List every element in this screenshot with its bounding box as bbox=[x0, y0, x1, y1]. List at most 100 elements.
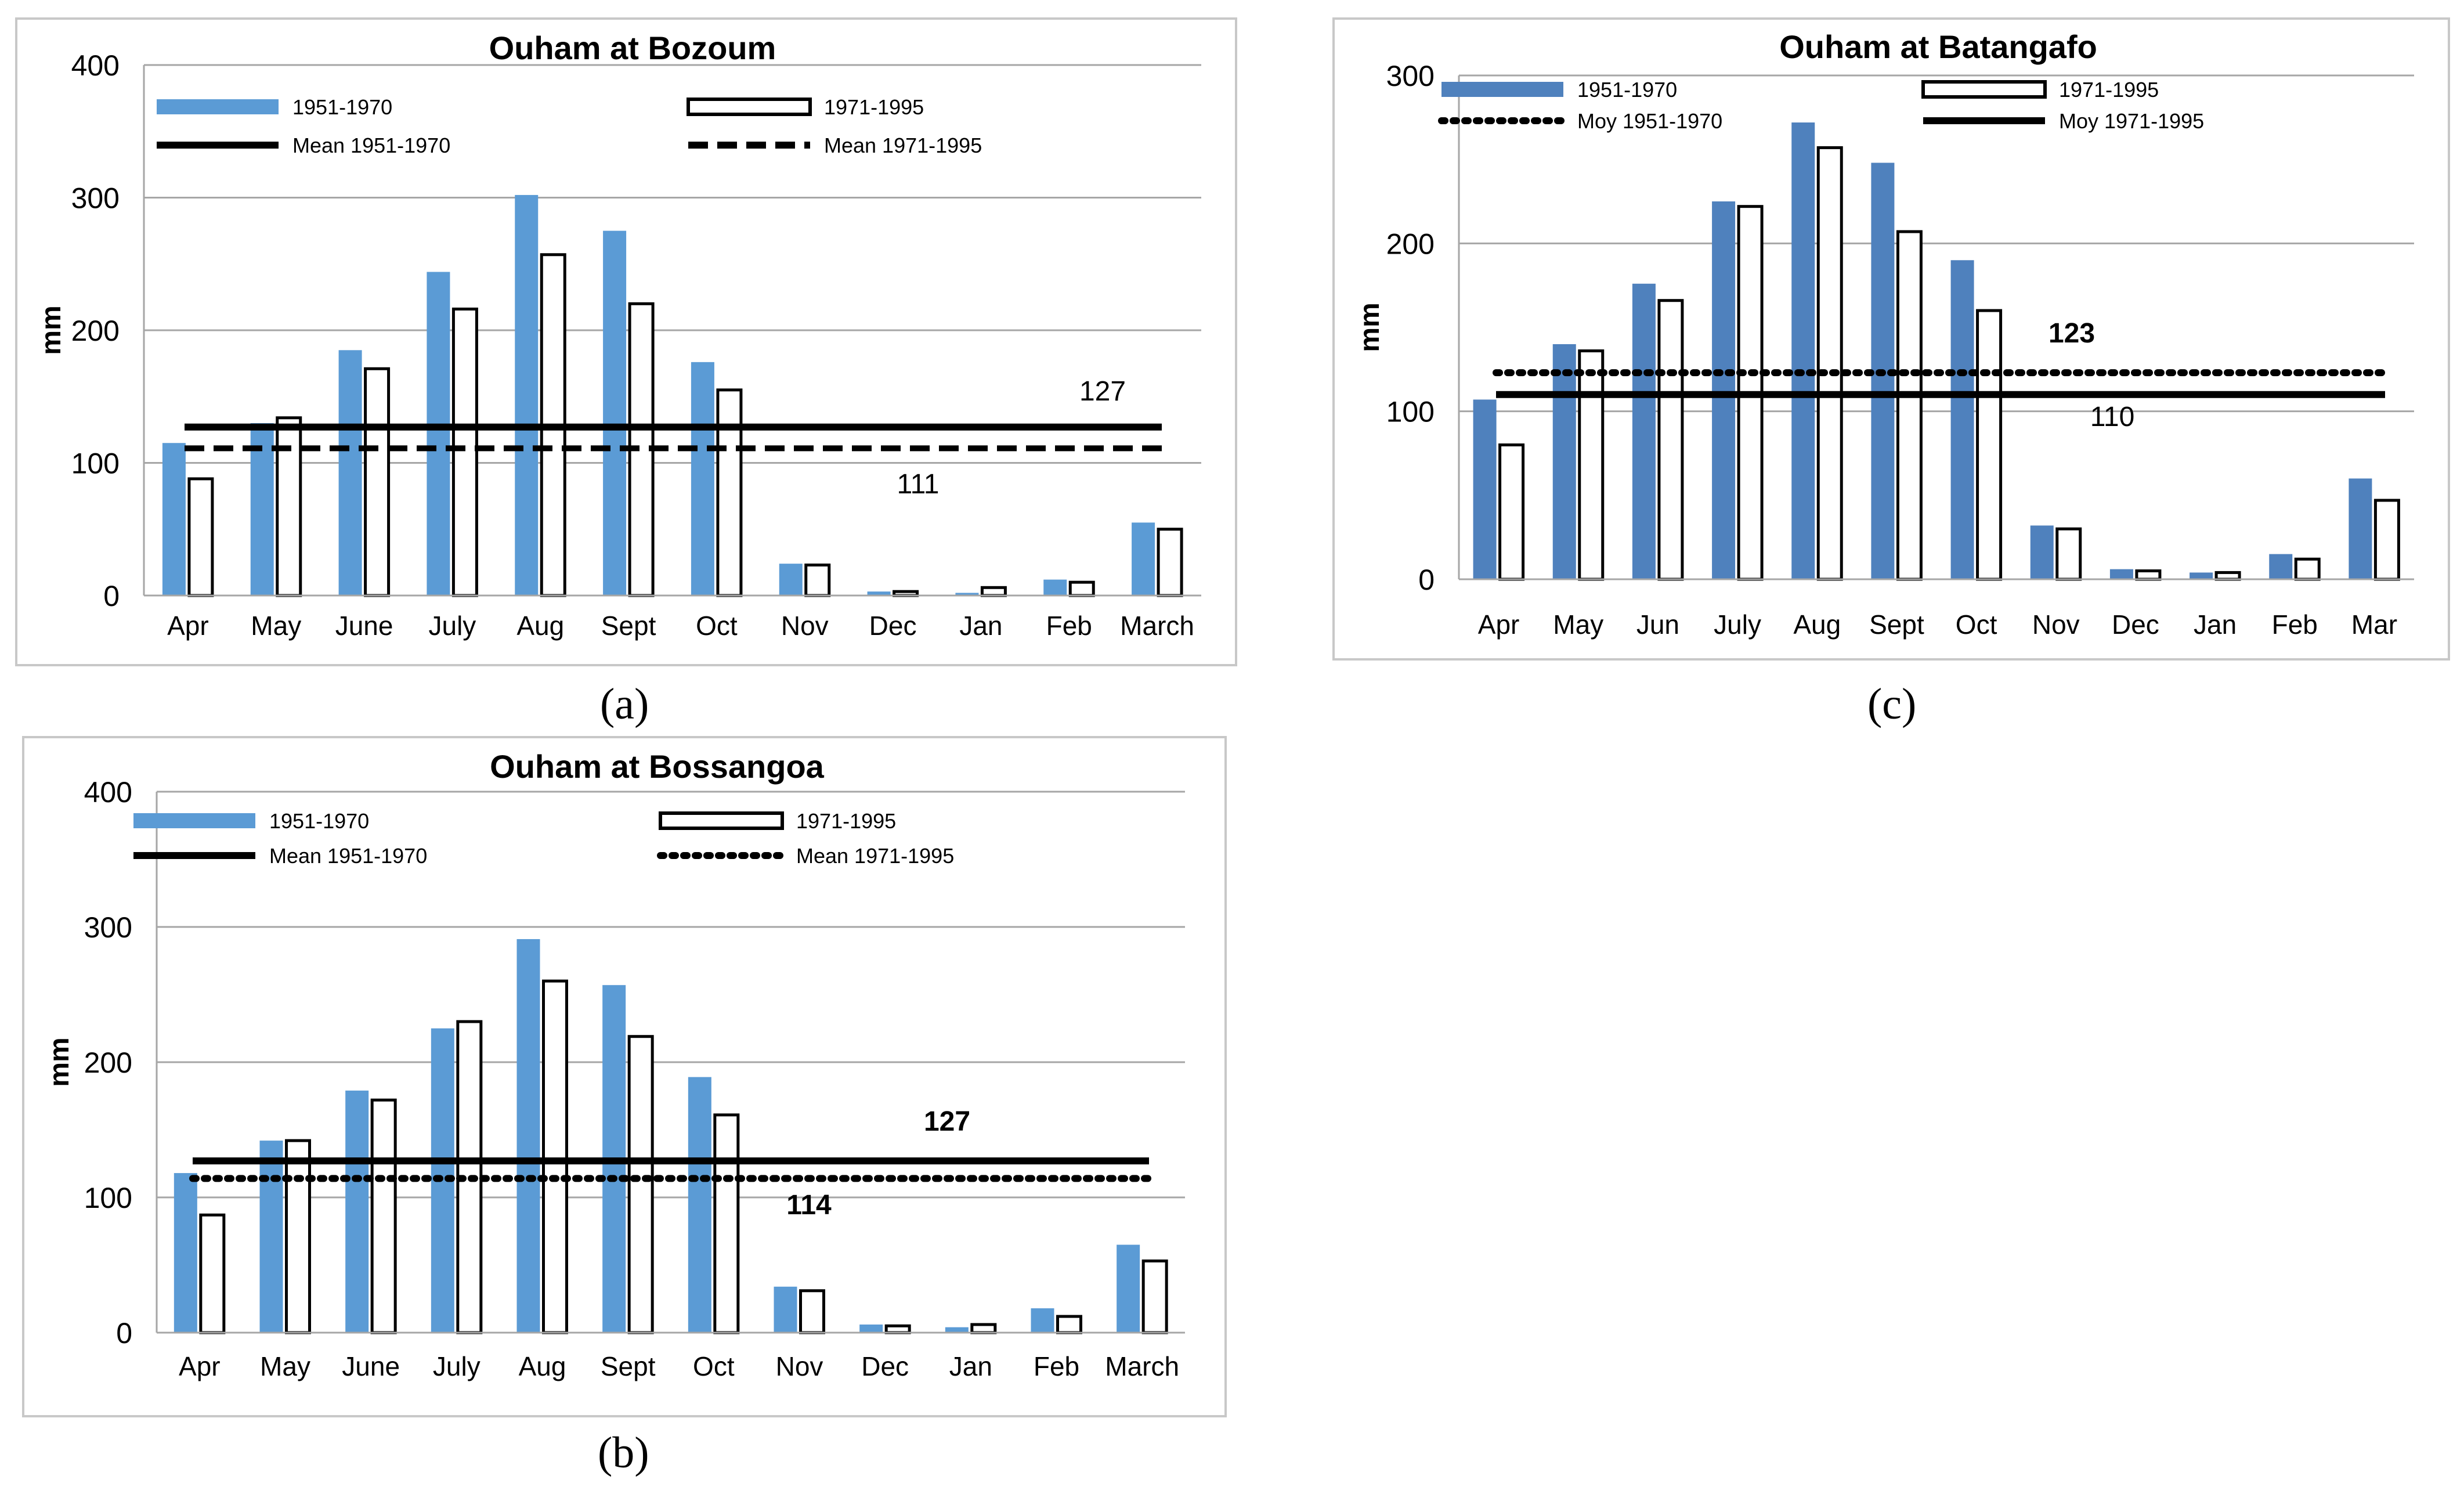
bar-1971-1995 bbox=[199, 1213, 226, 1334]
bar-1971-1995 bbox=[2214, 571, 2241, 581]
bar-1971-1995 bbox=[2135, 569, 2162, 581]
legend-label: Mean 1951-1970 bbox=[269, 844, 427, 868]
x-tick-label: June bbox=[342, 1351, 400, 1381]
x-tick-label: May bbox=[251, 611, 301, 641]
x-tick-label: Apr bbox=[179, 1351, 221, 1381]
x-tick-label: March bbox=[1120, 611, 1194, 641]
legend-label: Mean 1971-1995 bbox=[824, 133, 982, 157]
mean-value-label: 127 bbox=[1079, 376, 1126, 407]
mean-value-label: 114 bbox=[786, 1190, 832, 1221]
y-tick-label: 0 bbox=[103, 580, 120, 612]
mean-value-label: 110 bbox=[2090, 402, 2135, 432]
x-tick-label: Nov bbox=[776, 1351, 823, 1381]
mean-value-label: 111 bbox=[897, 469, 940, 500]
x-tick-label: May bbox=[260, 1351, 310, 1381]
bar-1951-1970 bbox=[867, 591, 891, 596]
bar-1971-1995 bbox=[1157, 528, 1183, 597]
x-tick-label: Oct bbox=[1956, 609, 1997, 640]
bar-1971-1995 bbox=[627, 1035, 654, 1334]
legend-label: 1951-1970 bbox=[292, 95, 392, 119]
x-tick-label: Aug bbox=[516, 611, 564, 641]
x-tick-label: Aug bbox=[1793, 609, 1841, 640]
bar-1971-1995 bbox=[364, 367, 391, 597]
bar-1951-1970 bbox=[2190, 572, 2213, 579]
chart-title: Ouham at Batangafo bbox=[1779, 28, 2097, 65]
bar-1951-1970 bbox=[2349, 478, 2372, 579]
x-tick-label: Sept bbox=[1869, 609, 1924, 640]
mean-value-label: 127 bbox=[924, 1106, 970, 1137]
x-tick-label: Sept bbox=[601, 1351, 656, 1381]
chart-panel-bozoum: 0 100 200 300 400 mm Ouham at Bozoum Apr May June… bbox=[15, 17, 1237, 666]
y-tick-label: 300 bbox=[84, 911, 132, 944]
y-tick-label: 400 bbox=[84, 776, 132, 809]
y-tick-label: 100 bbox=[1386, 396, 1435, 428]
bar-1951-1970 bbox=[1552, 344, 1576, 579]
legend-label: 1951-1970 bbox=[1577, 78, 1677, 102]
legend-swatch-1951-1970 bbox=[157, 99, 279, 114]
bar-1951-1970 bbox=[2109, 569, 2133, 579]
bar-1951-1970 bbox=[859, 1325, 883, 1333]
bar-1951-1970 bbox=[515, 194, 539, 596]
bar-1951-1970 bbox=[774, 1286, 797, 1333]
bar-1971-1995 bbox=[980, 586, 1007, 597]
legend-label: Mean 1971-1995 bbox=[796, 844, 954, 868]
bar-1971-1995 bbox=[370, 1098, 397, 1334]
x-tick-label: Nov bbox=[781, 611, 829, 641]
bar-1951-1970 bbox=[259, 1141, 283, 1333]
bar-1971-1995 bbox=[1498, 443, 1525, 581]
bar-1971-1995 bbox=[713, 1113, 740, 1334]
chart-title: Ouham at Bossangoa bbox=[490, 748, 825, 785]
bar-1971-1995 bbox=[1816, 146, 1843, 581]
legend-label: Mean 1951-1970 bbox=[292, 133, 450, 157]
bar-1951-1970 bbox=[2269, 554, 2293, 579]
bar-1971-1995 bbox=[2294, 557, 2321, 581]
bar-1951-1970 bbox=[345, 1090, 369, 1333]
y-tick-label: 200 bbox=[1386, 228, 1435, 260]
legend-label: 1971-1995 bbox=[824, 95, 924, 119]
bar-1971-1995 bbox=[2373, 499, 2400, 581]
bar-1971-1995 bbox=[804, 563, 831, 597]
bar-1951-1970 bbox=[603, 230, 627, 596]
bar-1971-1995 bbox=[1896, 230, 1923, 581]
legend-swatch-1971-1995 bbox=[659, 811, 784, 830]
bar-1951-1970 bbox=[2030, 525, 2054, 579]
y-axis-label: mm bbox=[1354, 302, 1385, 352]
chart-panel-bossangoa: 0 100 200 300 400 mm Ouham at Bossangoa Apr May J… bbox=[22, 736, 1227, 1417]
chart-batangafo: 0 100 200 300 mm Ouham at Batangafo Apr May Jun J… bbox=[1354, 28, 2414, 640]
bar-1951-1970 bbox=[174, 1173, 197, 1333]
bar-1971-1995 bbox=[2055, 527, 2082, 581]
bar-1971-1995 bbox=[1976, 309, 2003, 581]
bar-1971-1995 bbox=[1068, 580, 1095, 597]
y-tick-label: 400 bbox=[71, 49, 120, 82]
x-tick-label: Oct bbox=[696, 611, 738, 641]
x-tick-label: July bbox=[1714, 609, 1761, 640]
x-tick-label: Apr bbox=[167, 611, 209, 641]
bar-1951-1970 bbox=[688, 1077, 711, 1333]
caption-a: (a) bbox=[600, 680, 649, 728]
x-tick-label: Feb bbox=[1046, 611, 1092, 641]
y-tick-label: 200 bbox=[84, 1046, 132, 1079]
bar-1951-1970 bbox=[1473, 399, 1497, 579]
y-tick-label: 0 bbox=[116, 1317, 132, 1349]
legend-swatch-1951-1970 bbox=[133, 813, 255, 828]
bar-1971-1995 bbox=[187, 477, 214, 597]
x-tick-label: May bbox=[1553, 609, 1603, 640]
bar-1971-1995 bbox=[799, 1289, 825, 1334]
bar-1951-1970 bbox=[955, 593, 979, 596]
bar-1971-1995 bbox=[1578, 349, 1605, 581]
bar-1951-1970 bbox=[1950, 260, 1974, 579]
bar-1971-1995 bbox=[970, 1323, 997, 1334]
x-tick-label: March bbox=[1105, 1351, 1179, 1381]
bar-1951-1970 bbox=[427, 272, 450, 596]
caption-b: (b) bbox=[598, 1428, 649, 1477]
bar-1951-1970 bbox=[516, 939, 540, 1333]
bar-1971-1995 bbox=[542, 979, 568, 1334]
x-tick-label: Dec bbox=[861, 1351, 909, 1381]
chart-bozoum: 0 100 200 300 400 mm Ouham at Bozoum Apr May June… bbox=[36, 30, 1201, 641]
bar-1951-1970 bbox=[779, 564, 803, 596]
y-tick-label: 100 bbox=[71, 448, 120, 480]
legend-label: 1971-1995 bbox=[2059, 78, 2159, 102]
y-tick-label: 200 bbox=[71, 315, 120, 347]
bar-1951-1970 bbox=[1712, 201, 1736, 579]
bar-1971-1995 bbox=[716, 388, 743, 597]
